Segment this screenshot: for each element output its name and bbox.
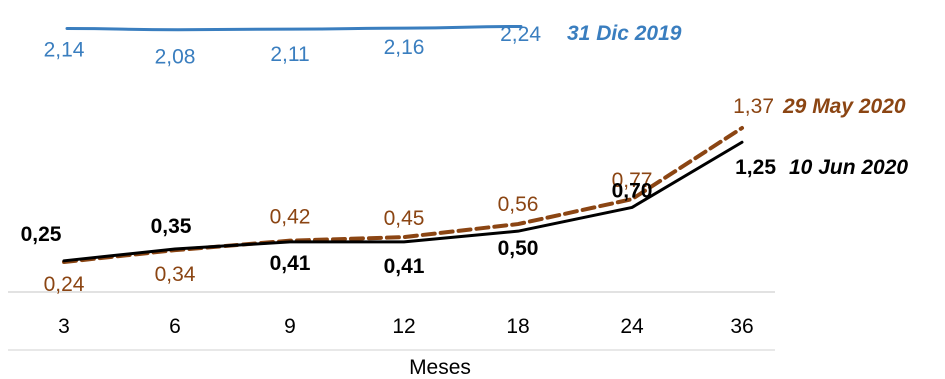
data-label: 0,42 bbox=[270, 206, 311, 229]
x-tick-label: 36 bbox=[730, 315, 753, 338]
x-tick-label: 6 bbox=[169, 315, 181, 338]
data-label: 2,14 bbox=[44, 39, 85, 62]
data-label: 0,35 bbox=[151, 215, 192, 238]
axes: Meses bbox=[8, 291, 775, 379]
data-label: 0,24 bbox=[44, 273, 85, 296]
x-tick-label: 3 bbox=[58, 315, 70, 338]
data-label: 1,37 bbox=[733, 95, 774, 118]
data-label: 0,50 bbox=[498, 237, 539, 260]
x-axis-title: Meses bbox=[409, 356, 471, 379]
data-label: 2,16 bbox=[384, 36, 425, 59]
data-label: 2,08 bbox=[155, 46, 196, 69]
series-line-1 bbox=[65, 25, 523, 32]
data-label: 1,25 bbox=[735, 156, 776, 179]
data-label: 0,77 bbox=[612, 169, 653, 192]
series-line-3 bbox=[62, 140, 744, 263]
data-label: 0,45 bbox=[384, 207, 425, 230]
x-tick-label: 18 bbox=[506, 315, 529, 338]
x-tick-label: 12 bbox=[392, 315, 415, 338]
series-name-label: 29 May 2020 bbox=[782, 95, 906, 118]
x-tick-label: 9 bbox=[284, 315, 296, 338]
data-label: 0,41 bbox=[270, 252, 311, 275]
x-tick-labels: 3 6 9 12 18 24 36 bbox=[58, 315, 754, 338]
data-label: 0,70 bbox=[612, 179, 653, 202]
data-label: 0,34 bbox=[155, 263, 196, 286]
series-name-label: 10 Jun 2020 bbox=[789, 156, 908, 179]
series-group bbox=[62, 25, 744, 264]
data-label: 0,25 bbox=[21, 223, 62, 246]
x-tick-label: 24 bbox=[620, 315, 644, 338]
data-labels: 2,14 2,08 2,11 2,16 2,24 31 Dic 2019 0,24 0,34 0… bbox=[21, 22, 909, 296]
data-label: 0,41 bbox=[384, 255, 425, 278]
data-label: 0,56 bbox=[498, 193, 539, 216]
data-label: 2,11 bbox=[270, 43, 309, 66]
data-label: 2,24 bbox=[500, 23, 541, 46]
series-name-label: 31 Dic 2019 bbox=[567, 22, 682, 45]
